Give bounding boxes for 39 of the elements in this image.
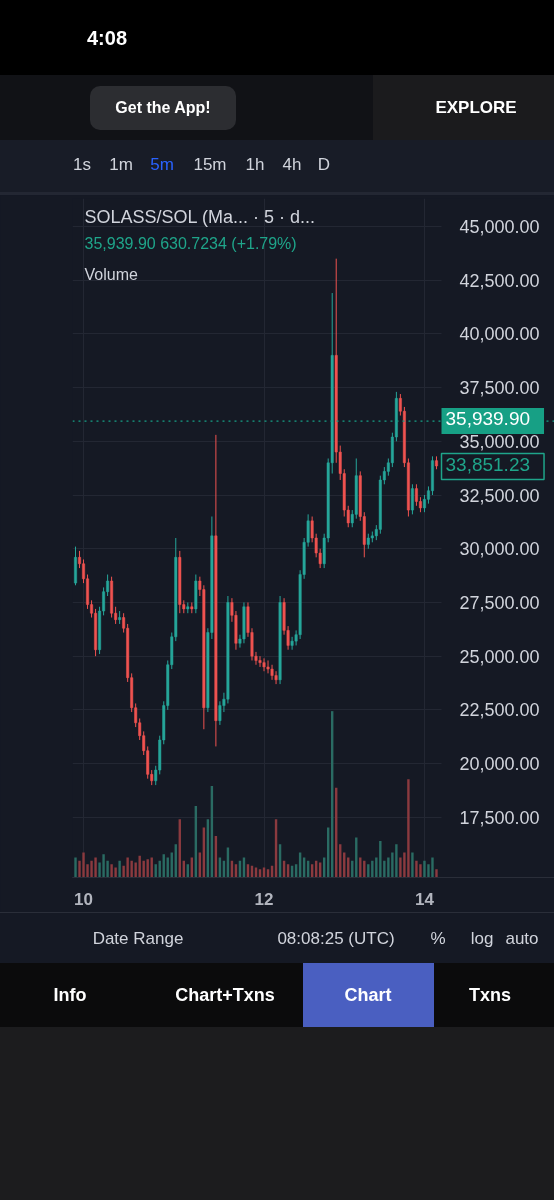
text: D — [317, 153, 331, 176]
text: 1s — [73, 153, 91, 176]
text: Info — [53, 984, 87, 1008]
text: 5m — [150, 153, 174, 176]
text: Chart — [344, 984, 392, 1008]
y-tick-label: 42,500.00 — [459, 270, 540, 291]
y-tick-label: 30,000.00 — [459, 539, 540, 560]
text: 08:08:25 (UTC) — [277, 927, 395, 950]
ref-line-label: 35,939.90 — [445, 408, 531, 430]
text: EXPLORE — [435, 96, 517, 119]
y-tick-label: 25,000.00 — [459, 646, 540, 667]
text: Get the App! — [115, 97, 211, 118]
y-tick-label: 35,000.00 — [459, 431, 540, 452]
text: 4:08 — [86, 25, 128, 51]
y-tick-label: 27,500.00 — [459, 592, 540, 613]
x-tick-label: 12 — [254, 889, 274, 909]
chart-title: SOLASS/SOL (Ma... · 5 · d... — [84, 206, 315, 227]
y-tick-label: 22,500.00 — [459, 700, 540, 721]
text: log — [470, 927, 494, 950]
text: Chart+Txns — [175, 984, 275, 1008]
text: auto — [505, 927, 539, 950]
text: % — [430, 927, 446, 950]
y-tick-label: 17,500.00 — [459, 807, 540, 828]
text: 1h — [245, 153, 265, 176]
text: 1m — [109, 153, 133, 176]
text: Date Range — [92, 927, 184, 950]
text: Txns — [468, 984, 512, 1008]
x-tick-label: 10 — [74, 889, 93, 909]
text: 4h — [282, 153, 302, 176]
text: 33,851.23 — [445, 453, 531, 475]
y-tick-label: 45,000.00 — [459, 216, 540, 237]
y-tick-label: 37,500.00 — [459, 378, 540, 399]
y-tick-label: 32,500.00 — [459, 485, 540, 506]
x-tick-label: 14 — [415, 889, 435, 909]
text: 15m — [193, 153, 227, 176]
y-tick-label: 40,000.00 — [459, 324, 540, 345]
chart-title: Volume — [84, 266, 138, 283]
text: 35,939.90 630.7234 (+1.79%) — [84, 235, 297, 252]
y-tick-label: 20,000.00 — [459, 754, 540, 775]
